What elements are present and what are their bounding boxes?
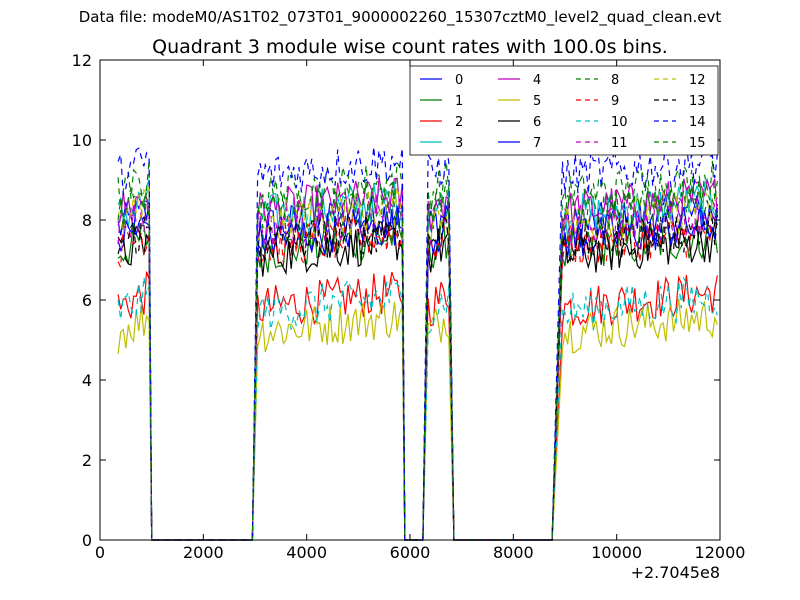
y-tick-label: 10: [72, 131, 92, 150]
legend-label-13: 13: [689, 94, 706, 109]
legend-label-12: 12: [689, 73, 706, 88]
series-line-2: [117, 271, 718, 541]
series-line-13: [117, 211, 718, 541]
y-tick-label: 12: [72, 51, 92, 70]
legend-label-3: 3: [455, 136, 463, 151]
legend-label-11: 11: [611, 136, 628, 151]
series-layer: [117, 139, 718, 541]
y-tick-label: 6: [82, 291, 92, 310]
x-tick-label: 0: [95, 543, 105, 562]
series-line-1: [117, 216, 718, 541]
series-line-9: [117, 212, 718, 541]
series-line-3: [117, 177, 718, 541]
legend-label-15: 15: [689, 136, 706, 151]
series-line-15: [117, 179, 718, 541]
x-tick-label: 8000: [493, 543, 534, 562]
chart-title: Quadrant 3 module wise count rates with …: [152, 36, 668, 58]
x-offset-label: +2.7045e8: [631, 563, 720, 582]
y-tick-label: 0: [82, 531, 92, 550]
series-line-11: [117, 193, 718, 541]
legend-label-9: 9: [611, 94, 619, 109]
legend-label-0: 0: [455, 73, 463, 88]
x-tick-label: 2000: [183, 543, 224, 562]
legend-label-2: 2: [455, 115, 463, 130]
y-tick-label: 8: [82, 211, 92, 230]
legend-label-8: 8: [611, 73, 619, 88]
legend-label-5: 5: [533, 94, 541, 109]
x-tick-label: 4000: [286, 543, 327, 562]
legend-label-4: 4: [533, 73, 541, 88]
x-tick-label: 6000: [390, 543, 431, 562]
legend-label-7: 7: [533, 136, 541, 151]
legend-box: [409, 65, 719, 156]
x-tick-label: 10000: [591, 543, 642, 562]
series-line-6: [117, 220, 718, 541]
figure-suptitle: Data file: modeM0/AS1T02_073T01_90000022…: [78, 8, 722, 26]
legend-label-10: 10: [611, 115, 628, 130]
series-line-10: [117, 276, 718, 541]
y-tick-label: 4: [82, 371, 92, 390]
y-tick-label: 2: [82, 451, 92, 470]
x-tick-label: 12000: [695, 543, 746, 562]
series-line-5: [117, 298, 718, 541]
legend-label-14: 14: [689, 115, 706, 130]
series-line-4: [117, 177, 718, 541]
legend-label-1: 1: [455, 94, 463, 109]
legend-label-6: 6: [533, 115, 541, 130]
series-line-7: [117, 205, 718, 541]
